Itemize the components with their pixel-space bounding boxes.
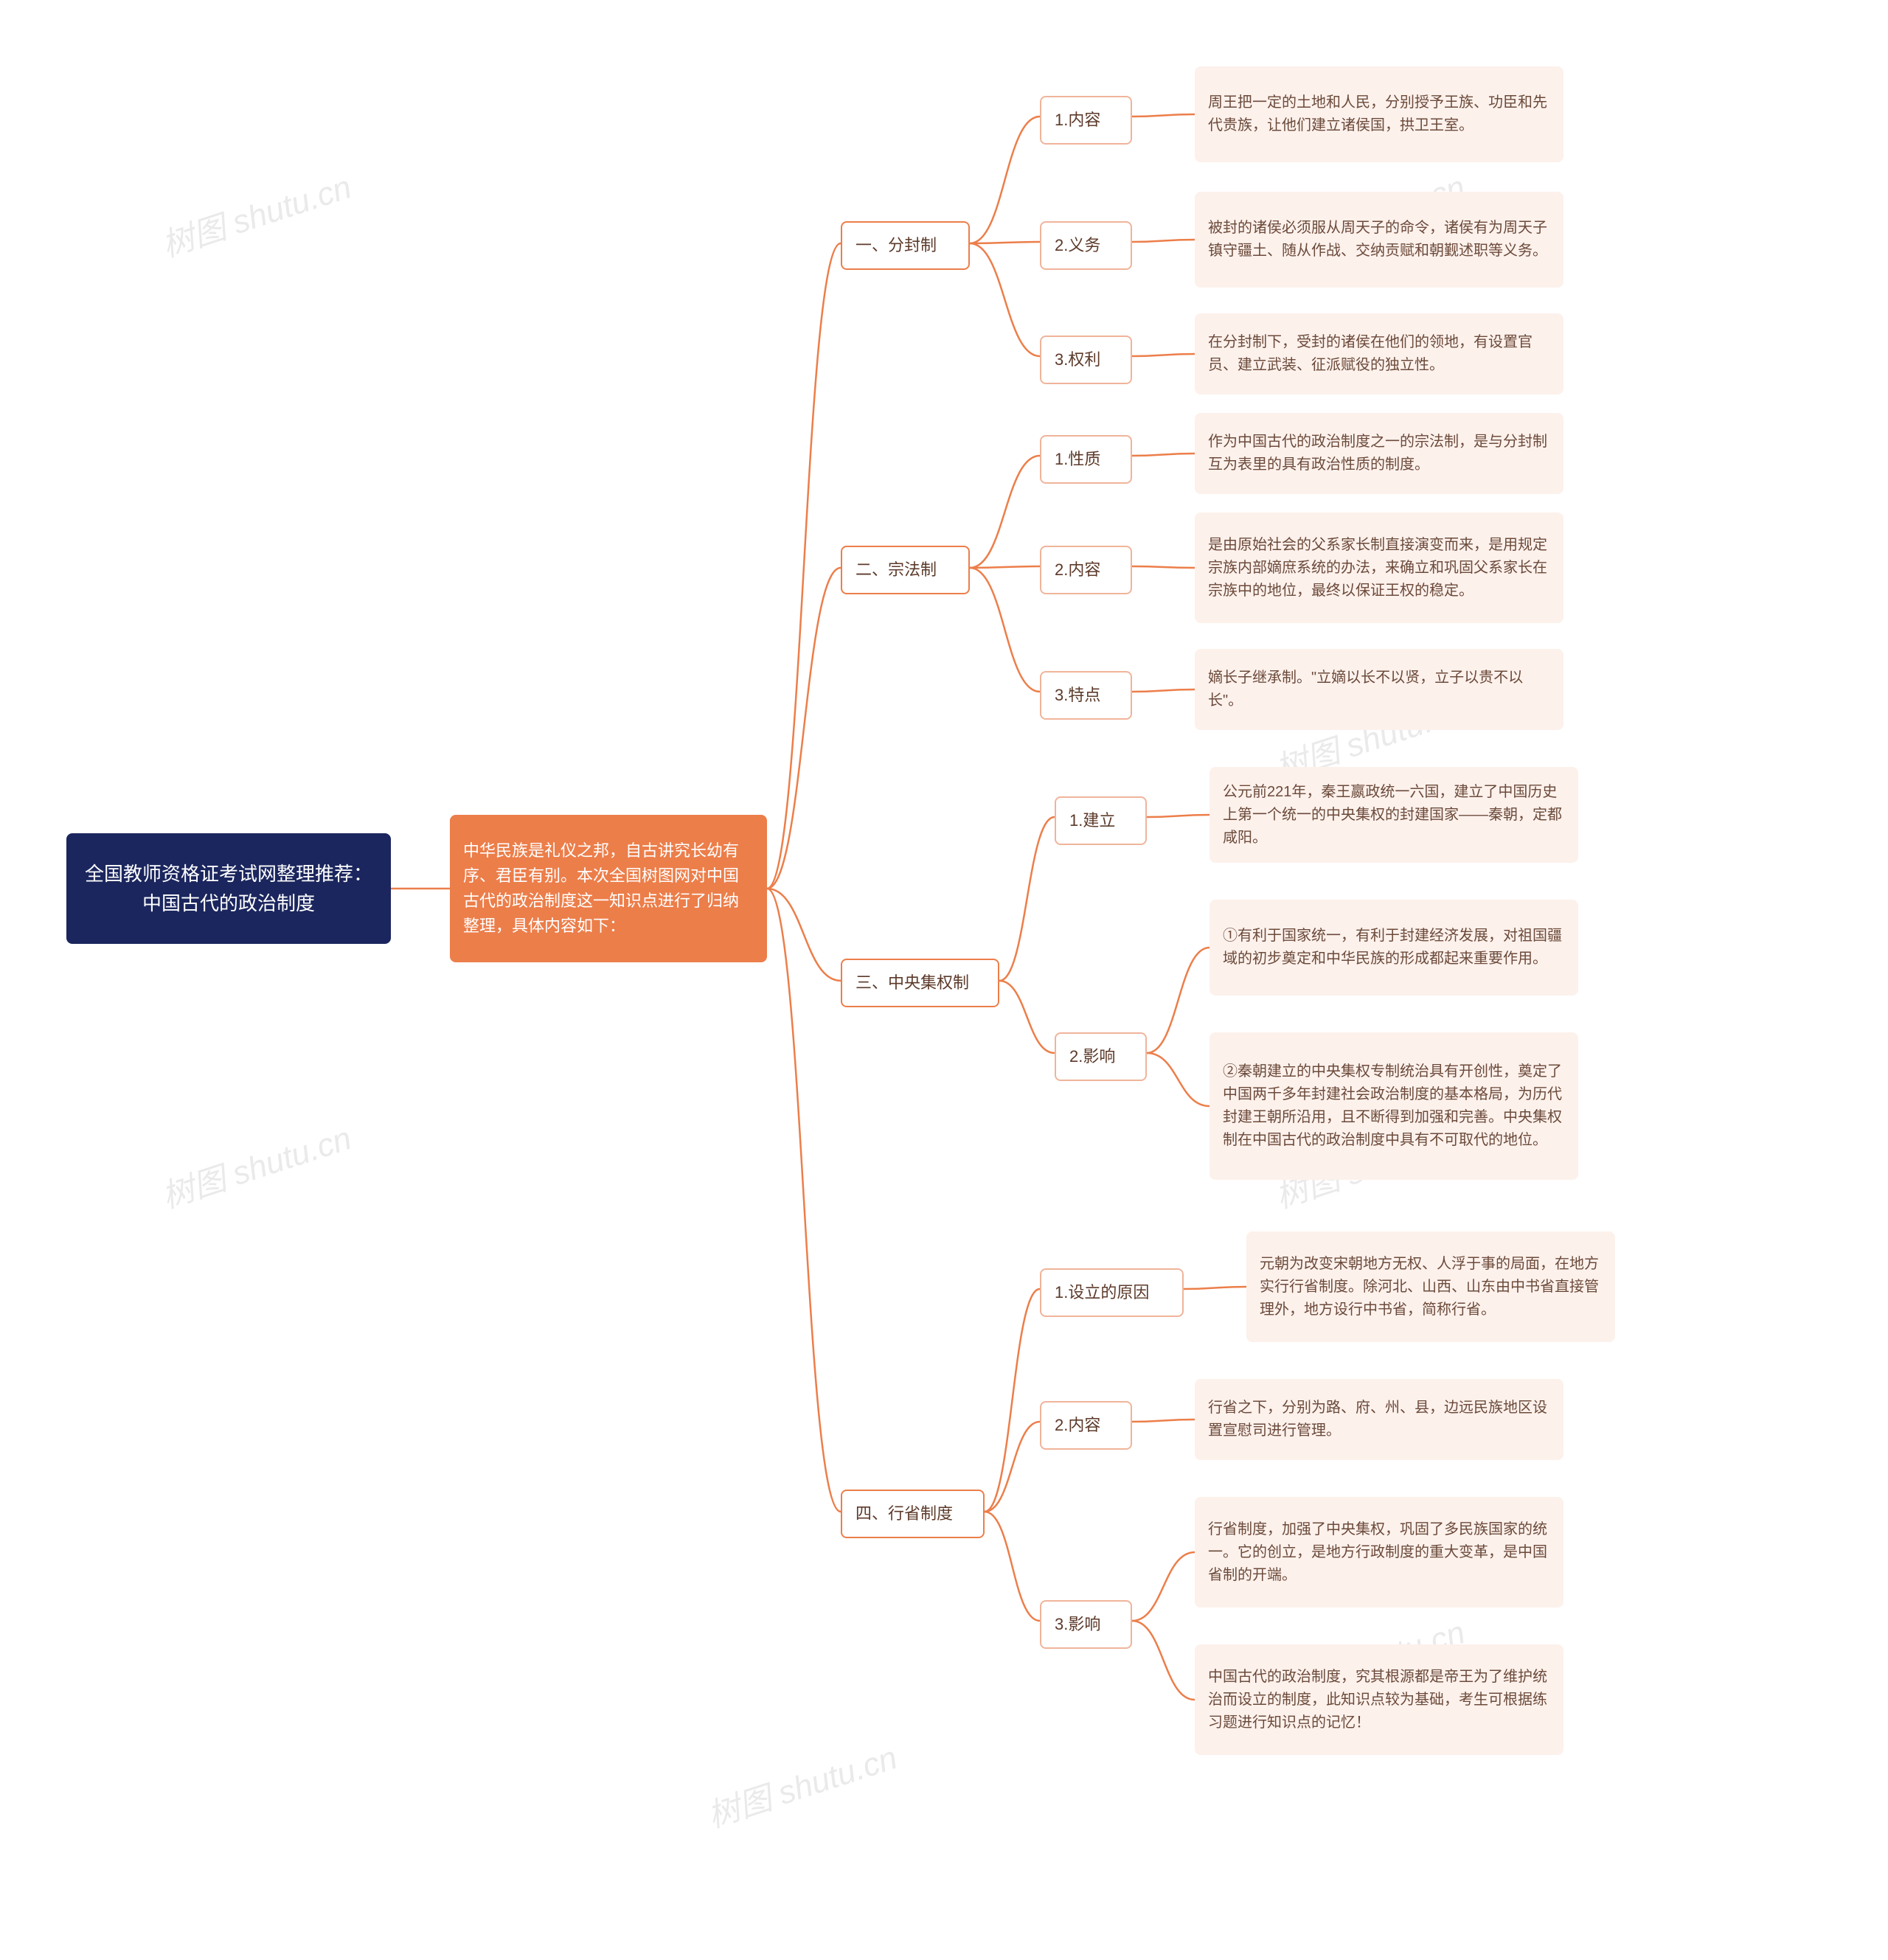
sub-node-l4s2: 2.内容	[1040, 1401, 1132, 1450]
leaf-node-l4s3-0: 行省制度，加强了中央集权，巩固了多民族国家的统一。它的创立，是地方行政制度的重大…	[1195, 1497, 1564, 1608]
sub-node-l3s1: 1.建立	[1055, 796, 1147, 845]
mindmap-canvas: 树图 shutu.cn树图 shutu.cn树图 shutu.cn树图 shut…	[0, 0, 1888, 1960]
sub-node-l1s2: 2.义务	[1040, 221, 1132, 270]
sub-node-l2s2: 2.内容	[1040, 546, 1132, 594]
root-node: 全国教师资格证考试网整理推荐：中国古代的政治制度	[66, 833, 391, 944]
leaf-node-l4s3-1: 中国古代的政治制度，究其根源都是帝王为了维护统治而设立的制度，此知识点较为基础，…	[1195, 1644, 1564, 1755]
sub-node-l1s3: 3.权利	[1040, 336, 1132, 384]
watermark: 树图 shutu.cn	[701, 1731, 902, 1837]
leaf-node-l2s3-0: 嫡长子继承制。"立嫡以长不以贤，立子以贵不以长"。	[1195, 649, 1564, 730]
leaf-node-l3s2-0: ①有利于国家统一，有利于封建经济发展，对祖国疆域的初步奠定和中华民族的形成都起来…	[1210, 900, 1578, 995]
level-node-l2: 二、宗法制	[841, 546, 970, 594]
leaf-node-l2s2-0: 是由原始社会的父系家长制直接演变而来，是用规定宗族内部嫡庶系统的办法，来确立和巩…	[1195, 512, 1564, 623]
sub-node-l4s3: 3.影响	[1040, 1600, 1132, 1649]
level-node-l4: 四、行省制度	[841, 1490, 985, 1538]
watermark: 树图 shutu.cn	[155, 161, 356, 266]
intro-node: 中华民族是礼仪之邦，自古讲究长幼有序、君臣有别。本次全国树图网对中国古代的政治制…	[450, 815, 767, 962]
level-node-l1: 一、分封制	[841, 221, 970, 270]
sub-node-l3s2: 2.影响	[1055, 1032, 1147, 1081]
watermark: 树图 shutu.cn	[155, 1112, 356, 1217]
leaf-node-l4s2-0: 行省之下，分别为路、府、州、县，边远民族地区设置宣慰司进行管理。	[1195, 1379, 1564, 1460]
leaf-node-l3s2-1: ②秦朝建立的中央集权专制统治具有开创性，奠定了中国两千多年封建社会政治制度的基本…	[1210, 1032, 1578, 1180]
leaf-node-l1s2-0: 被封的诸侯必须服从周天子的命令，诸侯有为周天子镇守疆土、随从作战、交纳贡赋和朝觐…	[1195, 192, 1564, 288]
leaf-node-l4s1-0: 元朝为改变宋朝地方无权、人浮于事的局面，在地方实行行省制度。除河北、山西、山东由…	[1246, 1231, 1615, 1342]
sub-node-l2s1: 1.性质	[1040, 435, 1132, 484]
leaf-node-l1s1-0: 周王把一定的土地和人民，分别授予王族、功臣和先代贵族，让他们建立诸侯国，拱卫王室…	[1195, 66, 1564, 162]
leaf-node-l3s1-0: 公元前221年，秦王嬴政统一六国，建立了中国历史上第一个统一的中央集权的封建国家…	[1210, 767, 1578, 863]
leaf-node-l2s1-0: 作为中国古代的政治制度之一的宗法制，是与分封制互为表里的具有政治性质的制度。	[1195, 413, 1564, 494]
leaf-node-l1s3-0: 在分封制下，受封的诸侯在他们的领地，有设置官员、建立武装、征派赋役的独立性。	[1195, 313, 1564, 395]
sub-node-l2s3: 3.特点	[1040, 671, 1132, 720]
sub-node-l4s1: 1.设立的原因	[1040, 1268, 1184, 1317]
level-node-l3: 三、中央集权制	[841, 959, 999, 1007]
sub-node-l1s1: 1.内容	[1040, 96, 1132, 145]
